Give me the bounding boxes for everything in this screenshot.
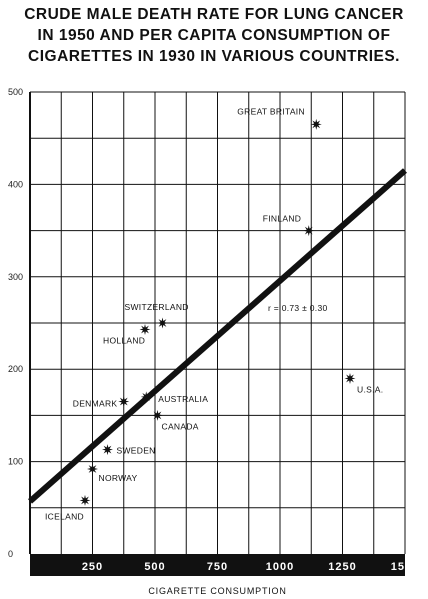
x-tick-label: 250	[82, 561, 103, 573]
data-point-marker	[344, 372, 356, 384]
y-tick-label: 0	[8, 549, 13, 559]
data-point-marker	[157, 317, 168, 329]
data-point-label: NORWAY	[99, 473, 138, 483]
y-tick-label: 100	[8, 457, 23, 467]
x-axis-band	[30, 554, 405, 576]
chart-title-line: CRUDE MALE DEATH RATE FOR LUNG CANCER	[24, 6, 404, 23]
data-point-marker	[118, 396, 130, 408]
data-point-label: ICELAND	[45, 511, 84, 521]
y-tick-label: 400	[8, 179, 23, 189]
data-point-label: CANADA	[162, 421, 199, 431]
data-point-marker	[79, 494, 91, 506]
data-point-marker	[102, 444, 113, 456]
data-point-label: SWITZERLAND	[125, 302, 189, 312]
data-point-label: HOLLAND	[103, 335, 145, 345]
chart-title-line: IN 1950 AND PER CAPITA CONSUMPTION OF	[37, 27, 391, 44]
data-point-label: DENMARK	[73, 399, 118, 409]
chart-title-line: CIGARETTES IN 1930 IN VARIOUS COUNTRIES.	[28, 48, 400, 65]
x-tick-label: 750	[207, 561, 228, 573]
x-tick-label: 500	[144, 561, 165, 573]
grid	[30, 91, 405, 554]
y-tick-label: 200	[8, 364, 23, 374]
data-point-marker	[87, 463, 98, 475]
data-point-marker	[140, 391, 152, 403]
data-point-label: FINLAND	[263, 214, 301, 224]
x-tick-label: 1000	[266, 561, 294, 573]
data-point-marker	[303, 225, 315, 237]
correlation-annotation: r = 0.73 ± 0.30	[268, 303, 328, 313]
data-point-label: U.S.A.	[357, 384, 383, 394]
data-point-label: SWEDEN	[117, 446, 156, 456]
y-tick-label: 300	[8, 272, 23, 282]
x-tick-label: 1250	[328, 561, 356, 573]
regression-line	[28, 168, 407, 504]
regression-line-group	[28, 168, 407, 504]
chart-title: CRUDE MALE DEATH RATE FOR LUNG CANCER IN…	[0, 4, 428, 67]
x-axis-label: CIGARETTE CONSUMPTION	[148, 586, 286, 596]
data-point-label: GREAT BRITAIN	[237, 106, 305, 116]
x-tick-label: 1500	[391, 561, 419, 573]
data-point-label: AUSTRALIA	[158, 394, 208, 404]
data-point-marker	[152, 409, 163, 421]
y-tick-label: 500	[8, 87, 23, 97]
data-point-marker	[139, 323, 151, 335]
axes: 0 100 200 300 400 500 250 500 750 1000 1250 1500	[8, 87, 419, 576]
data-points: ICELAND NORWAY SWEDEN DENMARK AUSTRALIA CANAD…	[45, 106, 383, 521]
data-point-marker	[310, 118, 322, 130]
